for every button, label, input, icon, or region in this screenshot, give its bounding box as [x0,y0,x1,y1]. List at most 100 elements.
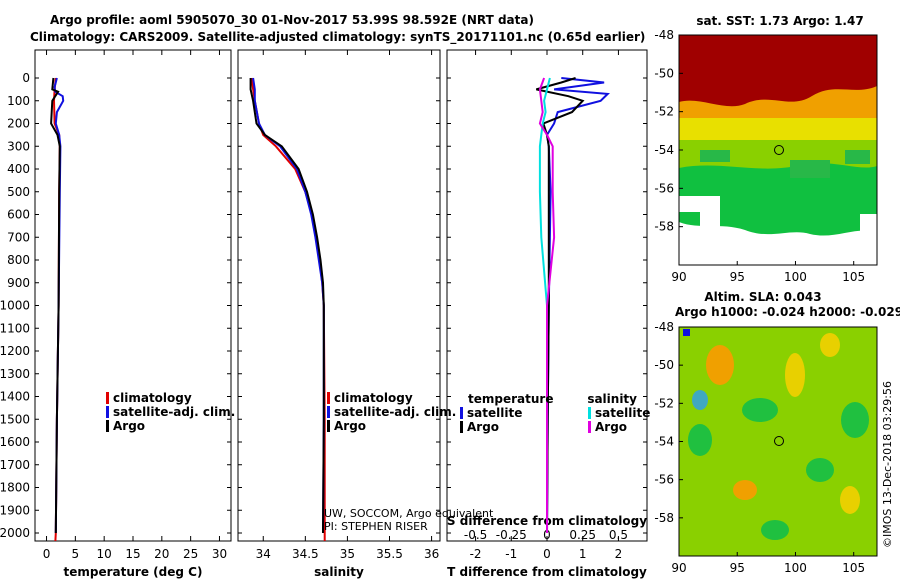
lon-tick-label: 105 [842,270,865,284]
imos-credit: ©IMOS 13-Dec-2018 03:29:56 [881,381,894,548]
sst-argo-marker [774,145,784,155]
salinity-axis-label: salinity [314,565,364,579]
lat-tick-label: -48 [654,28,674,42]
legend-swatch-t-satellite [460,407,463,419]
legend-swatch-argo [106,420,109,432]
temperature-panel-frame [34,49,232,542]
x-tick-label: 0 [543,547,551,561]
lon-tick-label: 100 [784,561,807,575]
s-diff-tick-label: -0.25 [496,528,527,542]
s-diff-tick-label: -0.5 [464,528,487,542]
legend-s-argo: Argo [595,420,627,434]
sst-map [679,35,877,265]
depth-tick-label: 1500 [0,412,30,426]
x-tick-label: 2 [615,547,623,561]
lon-tick-label: 95 [730,270,745,284]
t-difference-x-axis: -2 -1 0 1 2 [470,50,623,561]
depth-tick-label: 1200 [0,344,30,358]
depth-tick-label: 600 [7,208,30,222]
legend-swatch-satellite [106,406,109,418]
lat-tick-label: -56 [654,473,674,487]
depth-tick-label: 1400 [0,390,30,404]
profile-line-t-satellite [545,77,610,534]
depth-tick-label: 900 [7,276,30,290]
sla-lat-axis: -48 -50 -52 -54 -56 -58 [654,320,683,525]
legend-swatch-climatology [327,392,330,404]
lat-tick-label: -52 [654,105,674,119]
x-tick-label: 5 [72,547,80,561]
salinity-panel-frame [237,49,441,542]
profile-line-satellite-adj-clim- [252,77,325,534]
x-tick-label: 25 [183,547,198,561]
sla-lon-axis: 90 95 100 105 [671,552,865,575]
t-difference-axis-label: T difference from climatology [447,565,647,579]
lat-tick-label: -50 [654,66,674,80]
sla-map [679,327,877,556]
legend-t-satellite: satellite [467,406,522,420]
sla-map-title: Altim. SLA: 0.043 [704,290,821,304]
profile-line-argo [50,77,61,534]
legend-s-satellite: satellite [595,406,650,420]
x-tick-label: 36 [424,547,439,561]
difference-legend: temperature satellite Argo salinity sate… [460,392,650,434]
sst-lat-axis: -48 -50 -52 -54 -56 -58 [654,28,683,234]
float-annotation-line1: UW, SOCCOM, Argo equivalent [324,507,494,520]
depth-tick-label: 1800 [0,481,30,495]
lat-tick-label: -52 [654,396,674,410]
figure-title-line1: Argo profile: aoml 5905070_30 01-Nov-201… [50,13,534,28]
lat-tick-label: -50 [654,358,674,372]
profile-line-climatology [250,77,326,541]
depth-tick-label: 1900 [0,503,30,517]
legend-argo: Argo [334,419,366,433]
s-diff-tick-label: 0.25 [569,528,596,542]
lat-tick-label: -56 [654,181,674,195]
x-tick-label: 0 [43,547,51,561]
legend-climatology: climatology [334,391,413,405]
legend-temperature-title: temperature [468,392,553,406]
profile-line-argo [249,78,325,534]
depth-tick-label: 1600 [0,435,30,449]
lat-tick-label: -54 [654,143,674,157]
salinity-legend: climatology satellite-adj. clim. Argo [327,391,456,433]
depth-tick-label: 200 [7,117,30,131]
x-tick-label: 30 [212,547,227,561]
figure-title-line2: Climatology: CARS2009. Satellite-adjuste… [30,30,645,45]
depth-tick-label: 1000 [0,299,30,313]
x-tick-label: 34.5 [292,547,319,561]
depth-axis: 0 100 200 300 400 500 600 700 800 900 1000 1100 1200… [0,71,647,540]
depth-tick-label: 500 [7,185,30,199]
temperature-profiles [50,77,65,541]
lat-tick-label: -54 [654,435,674,449]
x-tick-label: 1 [579,547,587,561]
x-tick-label: 20 [154,547,169,561]
legend-t-argo: Argo [467,420,499,434]
depth-tick-label: 300 [7,139,30,153]
depth-tick-label: 400 [7,162,30,176]
depth-tick-label: 1700 [0,458,30,472]
profile-line-s-argo [538,77,556,533]
legend-swatch-s-argo [588,421,591,433]
x-tick-label: 10 [97,547,112,561]
float-annotation-line2: PI: STEPHEN RISER [324,520,428,533]
legend-argo: Argo [113,419,145,433]
legend-swatch-t-argo [460,421,463,433]
x-tick-label: 34 [256,547,271,561]
lat-tick-label: -58 [654,220,674,234]
legend-salinity-title: salinity [587,392,637,406]
depth-tick-label: 100 [7,94,30,108]
legend-satellite: satellite-adj. clim. [113,405,235,419]
legend-swatch-argo [327,420,330,432]
lon-tick-label: 95 [730,561,745,575]
difference-profiles [536,77,610,534]
sla-argo-marker [774,436,784,446]
profile-line-t-argo [536,77,585,534]
x-tick-label: 35.5 [376,547,403,561]
salinity-profiles [249,77,326,541]
sst-lon-axis: 90 95 100 105 [671,261,865,284]
temperature-legend: climatology satellite-adj. clim. Argo [106,391,235,433]
depth-tick-label: 2000 [0,526,30,540]
lon-tick-label: 105 [842,561,865,575]
sst-map-title: sat. SST: 1.73 Argo: 1.47 [696,14,863,28]
lon-tick-label: 90 [671,561,686,575]
